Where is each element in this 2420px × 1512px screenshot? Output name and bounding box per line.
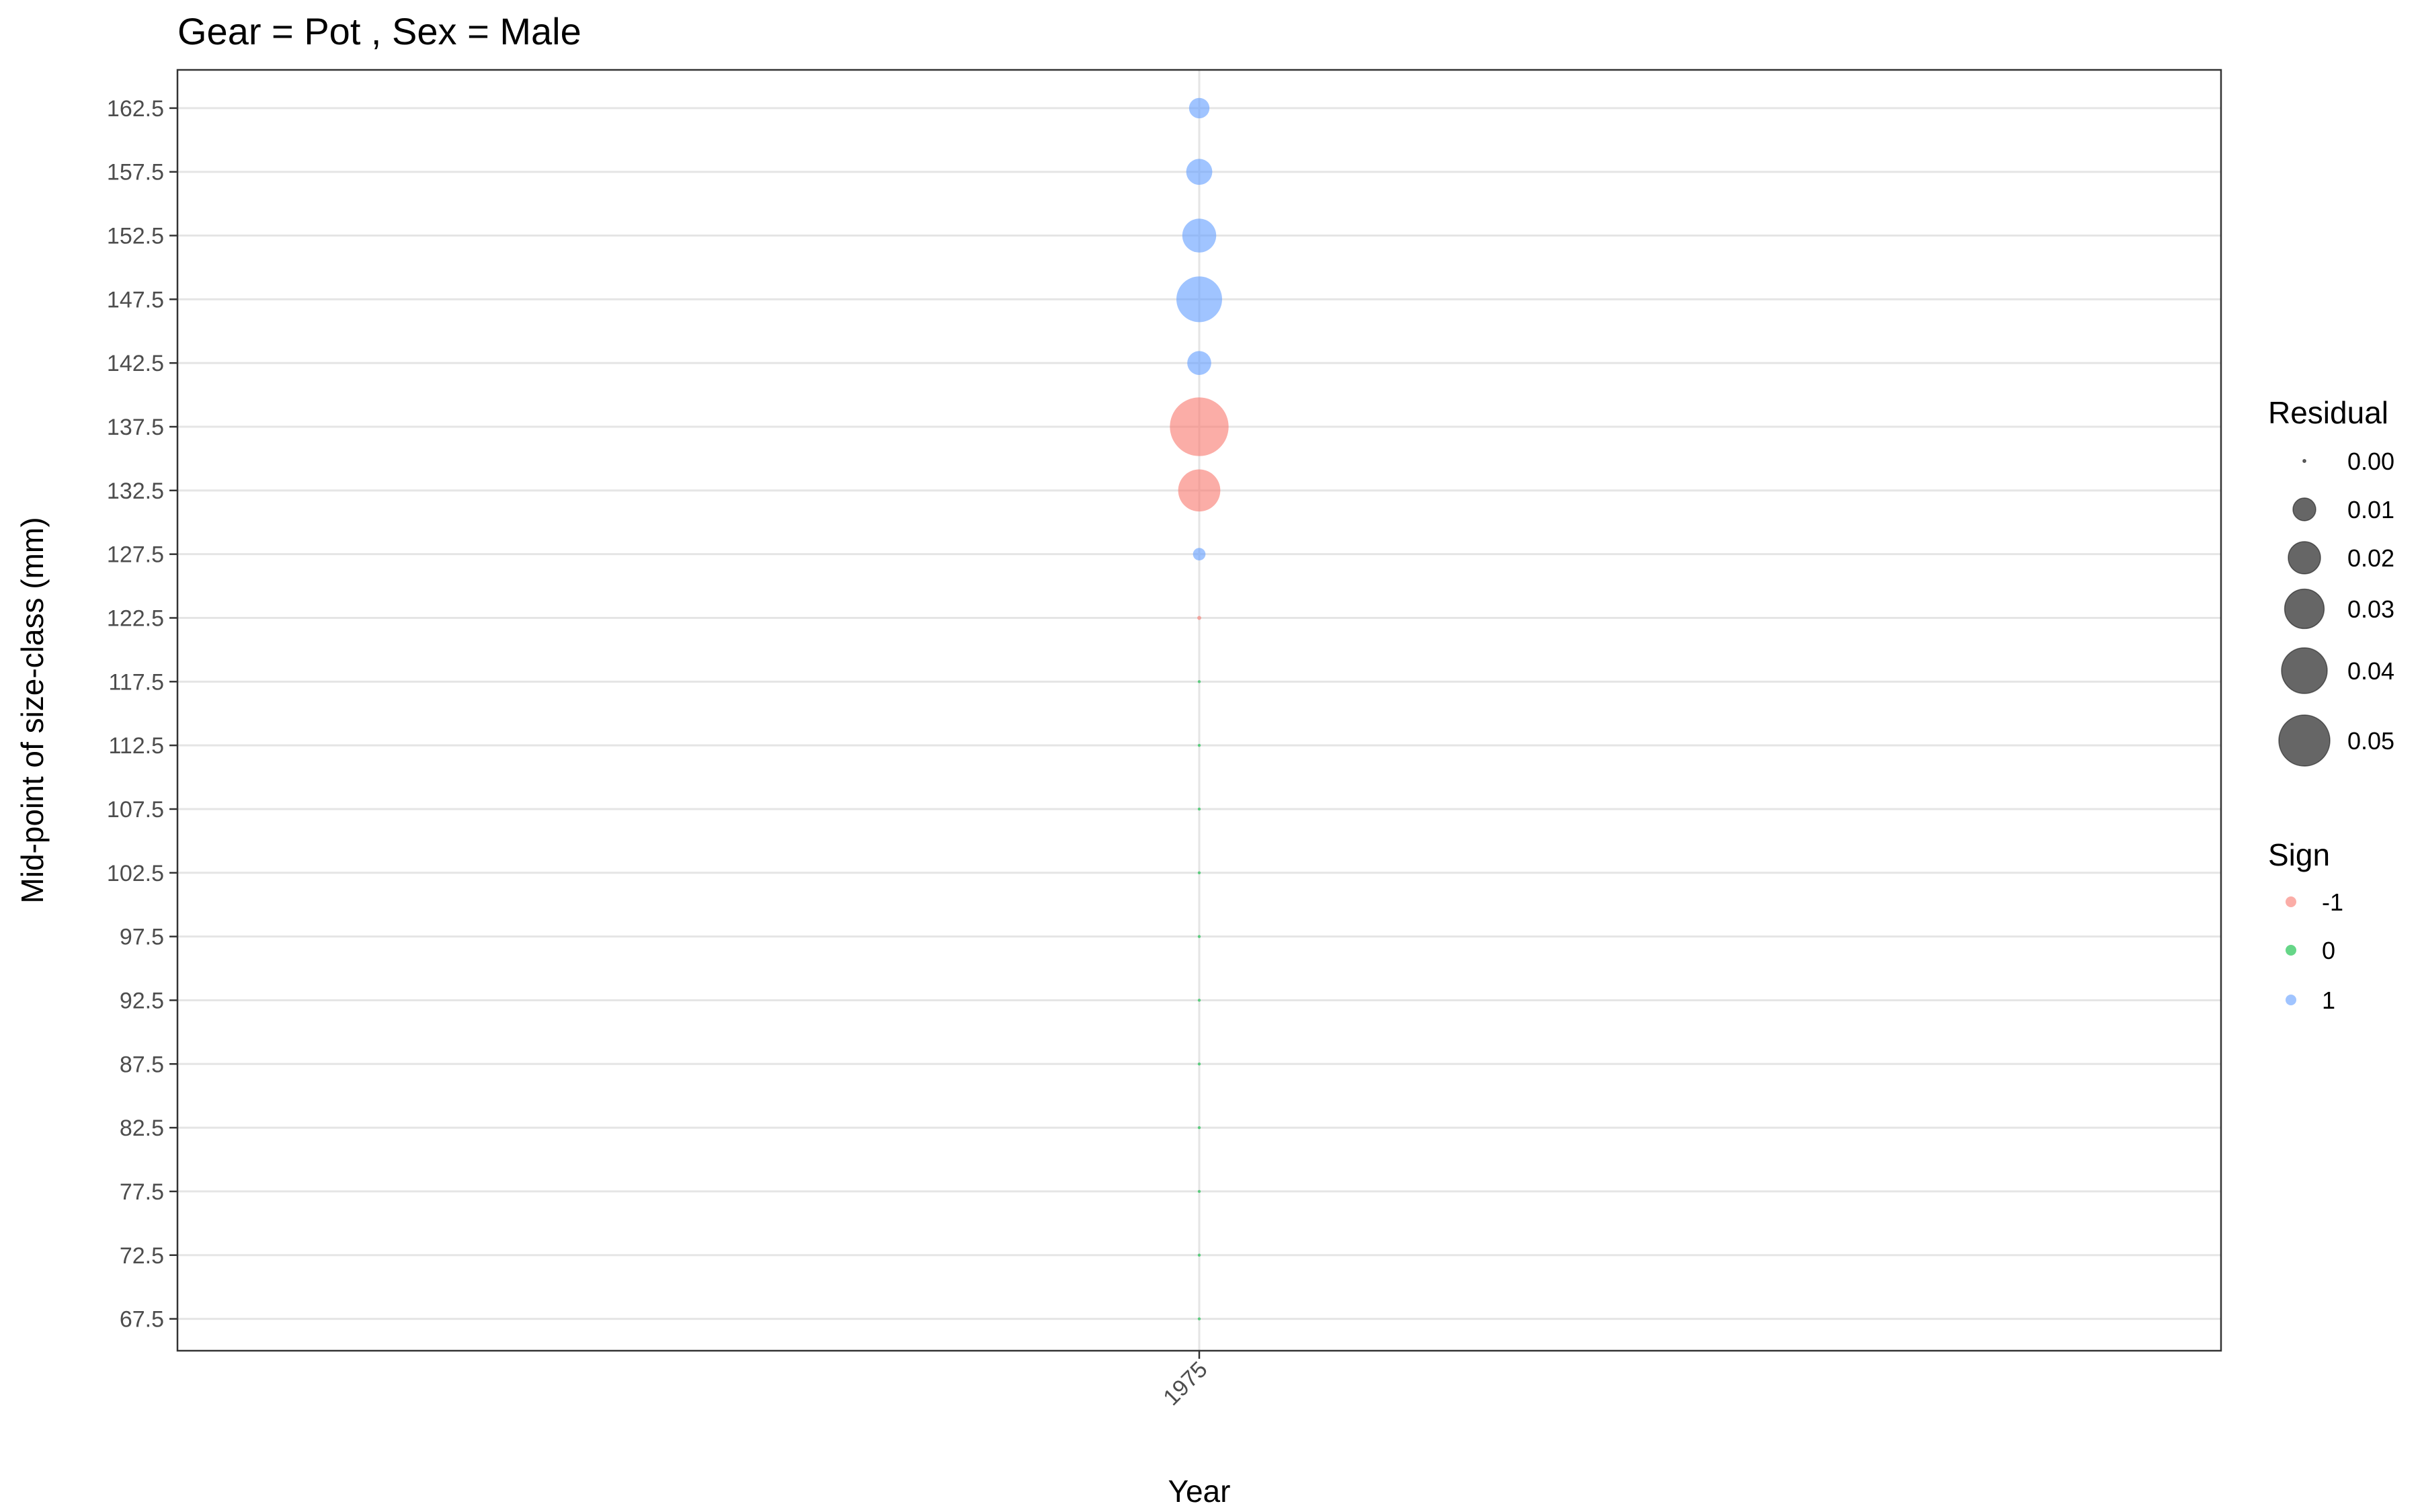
- y-tick-label: 142.5: [107, 351, 164, 376]
- y-tick-label: 92.5: [120, 988, 164, 1013]
- y-tick-label: 97.5: [120, 925, 164, 950]
- data-point: [1193, 548, 1206, 560]
- data-point: [1186, 159, 1213, 185]
- y-tick-label: 162.5: [107, 96, 164, 122]
- residual-legend-entries: 0.00 0.01 0.02 0.03 0.04 0.05: [2279, 448, 2394, 766]
- y-tick-label: 132.5: [107, 478, 164, 504]
- y-tick-label: 147.5: [107, 287, 164, 312]
- data-point: [1198, 1062, 1201, 1065]
- residual-legend-title: Residual: [2268, 395, 2388, 430]
- residual-legend-key: [2282, 648, 2327, 694]
- residual-legend-label: 0.02: [2347, 544, 2394, 572]
- y-tick-label: 157.5: [107, 160, 164, 185]
- sign-legend-title: Sign: [2268, 837, 2330, 872]
- y-tick-label: 107.5: [107, 797, 164, 823]
- data-point: [1176, 276, 1222, 322]
- residual-legend-key: [2285, 589, 2325, 629]
- y-tick-label: 127.5: [107, 542, 164, 568]
- data-point: [1170, 397, 1228, 456]
- data-point: [1198, 872, 1201, 874]
- data-point: [1198, 744, 1201, 747]
- data-point: [1182, 218, 1216, 252]
- data-point: [1189, 98, 1209, 118]
- residual-legend-label: 0.01: [2347, 496, 2394, 523]
- data-point: [1198, 1190, 1201, 1193]
- data-point: [1198, 999, 1201, 1001]
- residual-legend-label: 0.03: [2347, 595, 2394, 623]
- sign-legend-entries: -1 0 1: [2286, 888, 2343, 1014]
- y-tick-label: 122.5: [107, 606, 164, 632]
- y-tick-label: 77.5: [120, 1179, 164, 1205]
- x-axis-title: Year: [1168, 1474, 1231, 1509]
- y-tick-label: 72.5: [120, 1243, 164, 1269]
- y-axis: 67.5 72.5 77.5 82.5 87.5 92.5 97.5 102.5 107.5 11…: [107, 96, 177, 1333]
- plot-area: [177, 70, 2221, 1351]
- data-point: [1198, 808, 1201, 810]
- sign-legend-label: 1: [2322, 986, 2335, 1014]
- residual-legend-label: 0.05: [2347, 727, 2394, 755]
- data-point: [1198, 935, 1201, 937]
- y-tick-label: 87.5: [120, 1052, 164, 1077]
- data-point: [1198, 1126, 1201, 1129]
- y-tick-label: 82.5: [120, 1116, 164, 1141]
- sign-legend-label: -1: [2322, 888, 2343, 916]
- y-axis-title: Mid-point of size-class (mm): [15, 517, 50, 903]
- data-point: [1198, 1254, 1201, 1257]
- residual-legend: Residual 0.00 0.01 0.02 0.03 0.04 0.05: [2268, 395, 2394, 766]
- sign-legend: Sign -1 0 1: [2268, 837, 2343, 1014]
- residual-legend-key: [2288, 542, 2321, 574]
- residual-legend-key: [2279, 715, 2330, 766]
- data-point: [1198, 1317, 1201, 1320]
- data-point: [1187, 351, 1211, 375]
- chart-title: Gear = Pot , Sex = Male: [177, 10, 581, 52]
- data-point: [1198, 680, 1201, 683]
- sign-legend-key: [2286, 995, 2296, 1005]
- residual-legend-key: [2303, 460, 2306, 462]
- residual-legend-label: 0.04: [2347, 657, 2394, 685]
- y-tick-label: 137.5: [107, 415, 164, 440]
- sign-legend-label: 0: [2322, 937, 2335, 964]
- residual-legend-key: [2293, 498, 2316, 521]
- y-tick-label: 112.5: [108, 733, 164, 759]
- x-axis: 1975: [1158, 1351, 1212, 1411]
- data-point: [1178, 470, 1221, 512]
- y-tick-label: 67.5: [120, 1307, 164, 1333]
- sign-legend-key: [2286, 945, 2296, 956]
- y-tick-label: 102.5: [107, 861, 164, 886]
- x-tick-label: 1975: [1158, 1357, 1212, 1411]
- y-tick-label: 117.5: [108, 669, 164, 695]
- residual-legend-label: 0.00: [2347, 448, 2394, 475]
- y-tick-label: 152.5: [107, 224, 164, 249]
- sign-legend-key: [2286, 896, 2296, 907]
- data-point: [1197, 616, 1201, 620]
